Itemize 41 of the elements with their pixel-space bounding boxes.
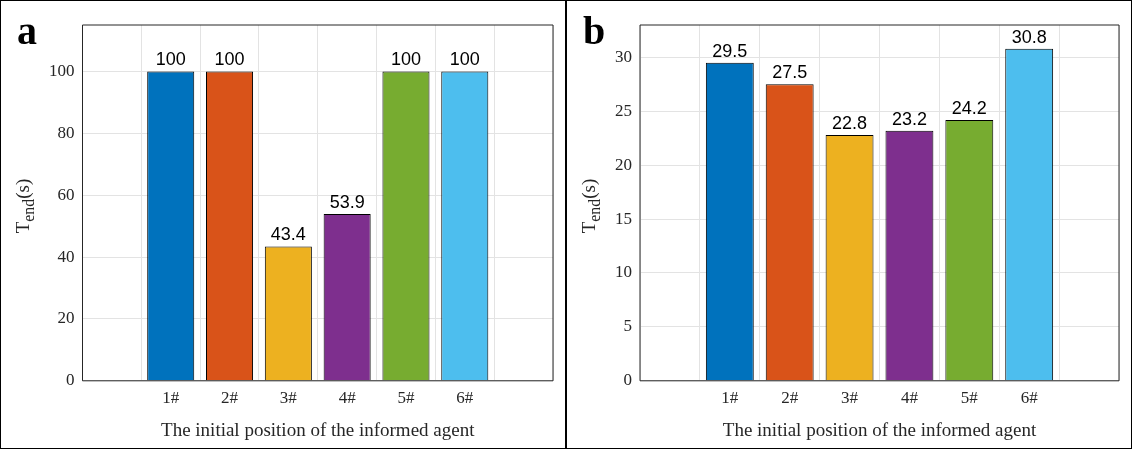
x-tick-label: 4#	[900, 388, 919, 408]
y-tick-label: 25	[615, 100, 632, 120]
x-tick-label: 2#	[221, 388, 239, 408]
y-tick-label: 60	[57, 184, 75, 204]
y-tick-label: 100	[49, 60, 75, 80]
data-label: 22.8	[832, 112, 868, 133]
x-axis-title: The initial position of the informed agent	[722, 418, 1037, 440]
y-tick-label: 40	[57, 246, 75, 266]
y-tick-label: 0	[66, 370, 75, 390]
y-tick-label: 5	[623, 316, 632, 336]
y-tick-label: 10	[615, 262, 632, 282]
x-tick-label: 6#	[456, 388, 474, 408]
x-tick-label: 1#	[721, 388, 739, 408]
text: b	[583, 8, 606, 53]
x-axis-title: The initial position of the informed agent	[161, 418, 476, 440]
data-label: 30.8	[1011, 26, 1047, 47]
data-label: 53.9	[329, 192, 365, 213]
y-tick-label: 30	[615, 46, 632, 66]
text: a	[17, 8, 37, 53]
x-tick-label: 3#	[279, 388, 298, 408]
data-label: 100	[449, 49, 480, 70]
x-tick-label: 5#	[397, 388, 415, 408]
y-tick-label: 20	[57, 308, 75, 328]
data-label: 27.5	[772, 62, 808, 83]
data-label: 23.2	[891, 108, 927, 129]
x-tick-label: 4#	[338, 388, 357, 408]
data-label: 100	[390, 49, 421, 70]
x-tick-label: 1#	[162, 388, 180, 408]
x-tick-label: 5#	[960, 388, 979, 408]
y-tick-label: 80	[57, 122, 75, 142]
data-label: 24.2	[951, 97, 987, 118]
data-label: 100	[214, 49, 245, 70]
y-tick-label: 0	[623, 370, 632, 390]
y-tick-label: 20	[615, 154, 632, 174]
y-tick-label: 15	[615, 208, 632, 228]
data-label: 100	[155, 49, 186, 70]
x-tick-label: 6#	[1020, 388, 1039, 408]
x-tick-label: 3#	[841, 388, 859, 408]
data-label: 29.5	[712, 40, 748, 61]
data-label: 43.4	[270, 224, 306, 245]
x-tick-label: 2#	[781, 388, 799, 408]
